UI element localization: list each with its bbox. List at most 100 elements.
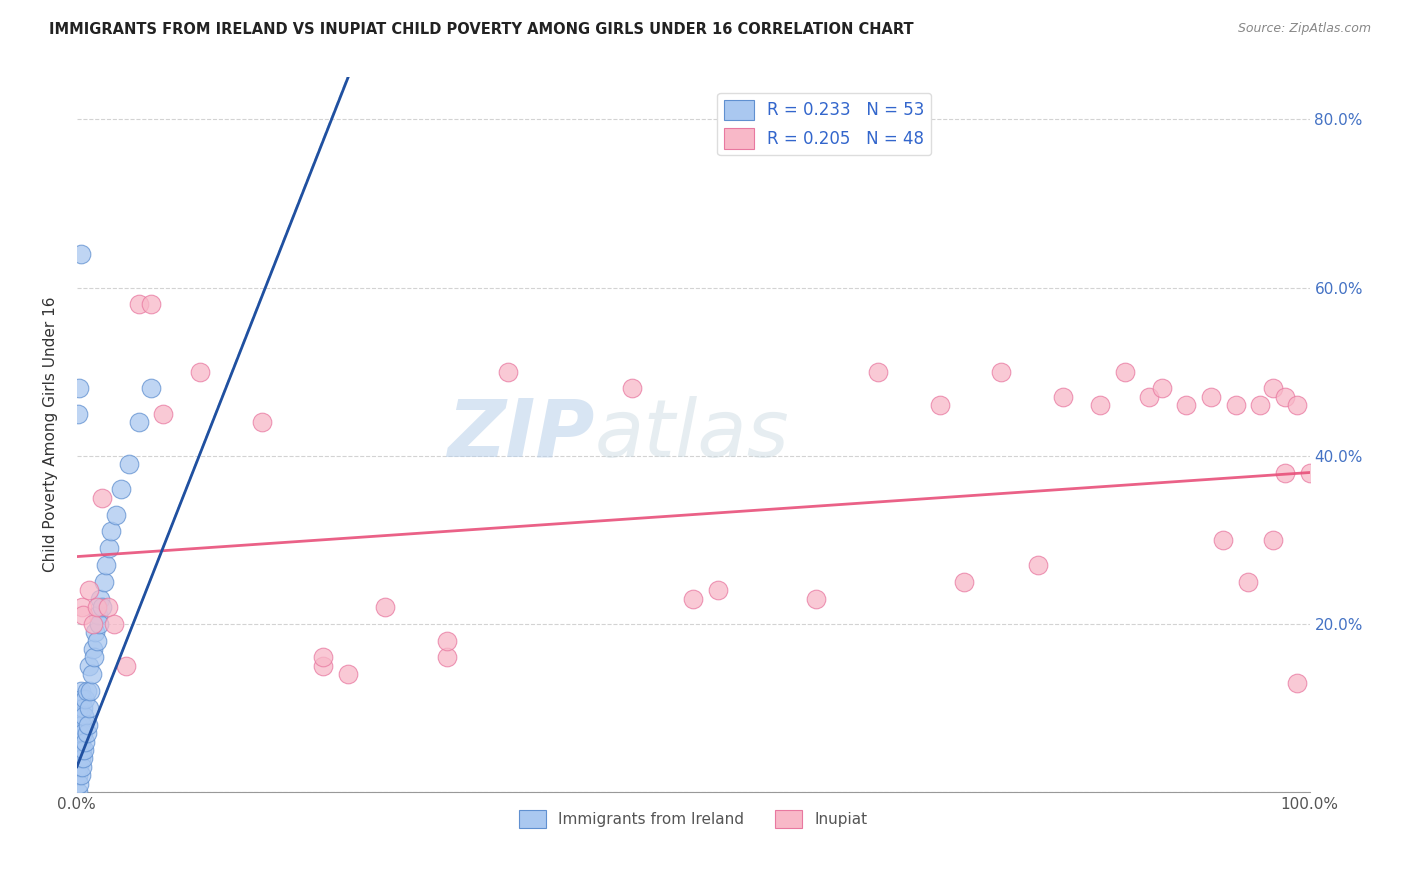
Point	[82, 616, 104, 631]
Point	[72, 701, 94, 715]
Point	[117, 457, 139, 471]
Point	[69, 768, 91, 782]
Point	[1274, 390, 1296, 404]
Point	[72, 751, 94, 765]
Point	[436, 650, 458, 665]
Point	[67, 743, 90, 757]
Point	[87, 608, 110, 623]
Point	[86, 633, 108, 648]
Point	[67, 751, 90, 765]
Point	[139, 382, 162, 396]
Legend: Immigrants from Ireland, Inupiat: Immigrants from Ireland, Inupiat	[513, 804, 875, 834]
Point	[82, 642, 104, 657]
Point	[67, 726, 90, 740]
Text: Source: ZipAtlas.com: Source: ZipAtlas.com	[1237, 22, 1371, 36]
Point	[90, 491, 112, 505]
Text: IMMIGRANTS FROM IRELAND VS INUPIAT CHILD POVERTY AMONG GIRLS UNDER 16 CORRELATIO: IMMIGRANTS FROM IRELAND VS INUPIAT CHILD…	[49, 22, 914, 37]
Point	[69, 684, 91, 698]
Point	[1199, 390, 1222, 404]
Point	[67, 768, 90, 782]
Point	[67, 776, 90, 790]
Point	[96, 558, 118, 572]
Point	[70, 600, 93, 615]
Point	[128, 297, 150, 311]
Point	[1261, 533, 1284, 547]
Point	[70, 743, 93, 757]
Y-axis label: Child Poverty Among Girls Under 16: Child Poverty Among Girls Under 16	[44, 297, 58, 573]
Point	[69, 734, 91, 748]
Text: ZIP: ZIP	[447, 396, 595, 474]
Point	[337, 667, 360, 681]
Point	[75, 734, 97, 748]
Point	[1286, 675, 1309, 690]
Point	[1088, 398, 1111, 412]
Point	[67, 760, 90, 774]
Point	[1298, 466, 1320, 480]
Point	[70, 692, 93, 706]
Point	[1150, 382, 1173, 396]
Point	[953, 574, 976, 589]
Point	[928, 398, 950, 412]
Point	[69, 247, 91, 261]
Point	[90, 600, 112, 615]
Point	[97, 600, 120, 615]
Point	[72, 608, 94, 623]
Point	[868, 365, 890, 379]
Point	[128, 415, 150, 429]
Text: atlas: atlas	[595, 396, 789, 474]
Point	[93, 574, 115, 589]
Point	[76, 726, 98, 740]
Point	[1114, 365, 1136, 379]
Point	[1286, 398, 1309, 412]
Point	[67, 734, 90, 748]
Point	[139, 297, 162, 311]
Point	[84, 625, 107, 640]
Point	[75, 692, 97, 706]
Point	[115, 658, 138, 673]
Point	[1137, 390, 1160, 404]
Point	[1249, 398, 1271, 412]
Point	[1175, 398, 1198, 412]
Point	[1261, 382, 1284, 396]
Point	[69, 751, 91, 765]
Point	[188, 365, 211, 379]
Point	[110, 483, 132, 497]
Point	[67, 407, 90, 421]
Point	[374, 600, 396, 615]
Point	[73, 709, 96, 723]
Point	[1052, 390, 1074, 404]
Point	[1225, 398, 1247, 412]
Point	[707, 583, 730, 598]
Point	[806, 591, 828, 606]
Point	[89, 591, 111, 606]
Point	[1212, 533, 1234, 547]
Point	[70, 760, 93, 774]
Point	[436, 633, 458, 648]
Point	[79, 684, 101, 698]
Point	[73, 743, 96, 757]
Point	[86, 600, 108, 615]
Point	[990, 365, 1012, 379]
Point	[103, 616, 125, 631]
Point	[100, 524, 122, 539]
Point	[67, 382, 90, 396]
Point	[312, 658, 335, 673]
Point	[77, 717, 100, 731]
Point	[67, 785, 90, 799]
Point	[1237, 574, 1260, 589]
Point	[77, 701, 100, 715]
Point	[83, 650, 105, 665]
Point	[67, 701, 90, 715]
Point	[250, 415, 273, 429]
Point	[76, 684, 98, 698]
Point	[152, 407, 174, 421]
Point	[312, 650, 335, 665]
Point	[80, 667, 103, 681]
Point	[77, 583, 100, 598]
Point	[67, 717, 90, 731]
Point	[87, 616, 110, 631]
Point	[97, 541, 120, 556]
Point	[72, 726, 94, 740]
Point	[77, 658, 100, 673]
Point	[105, 508, 128, 522]
